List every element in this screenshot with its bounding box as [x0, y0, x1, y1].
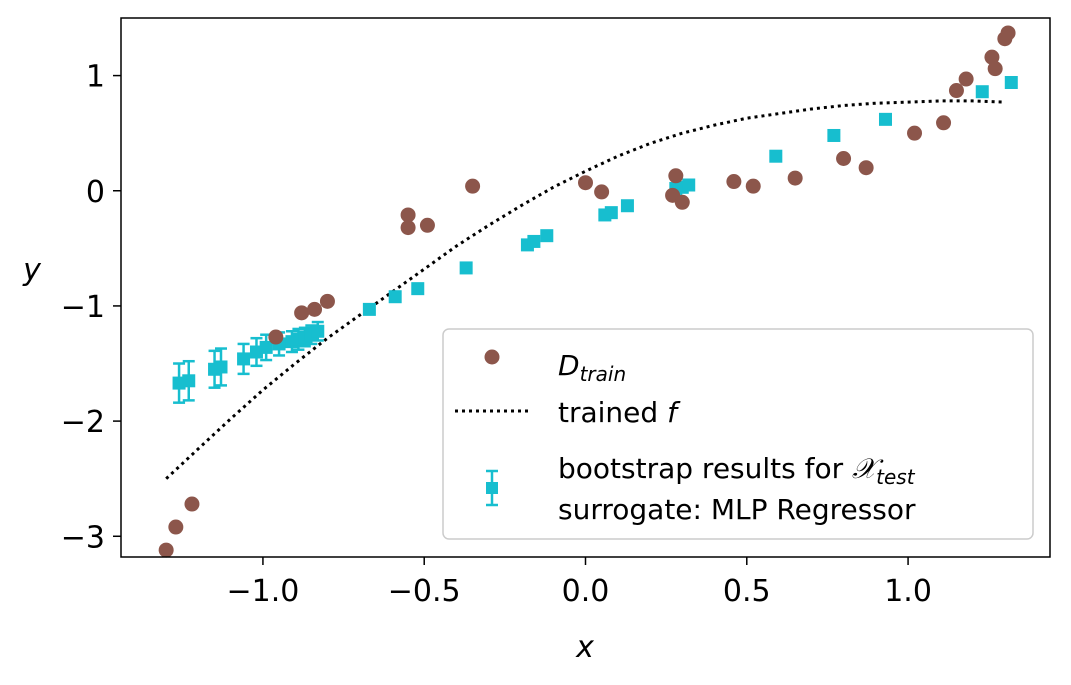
- y-tick-label: 0: [86, 175, 105, 210]
- train-point: [726, 174, 742, 190]
- x-tick-label: −0.5: [388, 574, 461, 609]
- bootstrap-point: [388, 290, 402, 304]
- y-axis: −3 −2 −1 0 1: [61, 60, 121, 555]
- x-tick-label: 0.0: [562, 574, 610, 609]
- train-point: [987, 61, 1003, 77]
- bootstrap-point: [172, 362, 186, 404]
- legend-label-train: Dtrain: [558, 349, 626, 386]
- train-point: [958, 71, 974, 87]
- legend-marker-bootstrap: [486, 469, 498, 507]
- train-point: [307, 301, 323, 317]
- legend-label-bootstrap: bootstrap results for 𝒳test: [558, 452, 916, 489]
- bootstrap-point: [214, 347, 228, 387]
- x-axis-label: x: [575, 630, 594, 665]
- train-point: [984, 49, 1000, 65]
- train-point: [907, 125, 923, 141]
- x-tick-label: 0.5: [723, 574, 771, 609]
- bootstrap-point: [311, 320, 325, 342]
- y-tick-label: −2: [61, 405, 105, 440]
- train-point: [158, 542, 174, 558]
- chart-marks: [158, 25, 1018, 558]
- bootstrap-point: [527, 234, 541, 248]
- y-tick-label: −1: [61, 290, 105, 325]
- train-point: [400, 220, 416, 236]
- train-point: [168, 519, 184, 535]
- y-axis-label: y: [22, 253, 42, 288]
- bootstrap-point: [975, 85, 989, 99]
- bootstrap-point: [827, 128, 841, 142]
- train-point: [268, 329, 284, 345]
- train-point: [674, 194, 690, 210]
- legend: Dtrain trained f bootstrap results for 𝒳…: [442, 328, 1034, 540]
- train-point: [319, 293, 335, 309]
- bootstrap-point: [411, 282, 425, 296]
- bootstrap-point: [259, 333, 273, 362]
- y-tick-label: −3: [61, 520, 105, 555]
- bootstrap-point: [620, 199, 634, 213]
- train-point: [184, 496, 200, 512]
- x-tick-label: −1.0: [227, 574, 300, 609]
- train-point: [1000, 25, 1016, 41]
- bootstrap-point: [459, 261, 473, 275]
- train-point: [936, 115, 952, 131]
- train-point: [745, 178, 761, 194]
- bootstrap-point: [1004, 75, 1018, 89]
- y-tick-label: 1: [86, 60, 105, 95]
- train-point: [578, 175, 593, 191]
- bootstrap-point: [362, 302, 376, 316]
- legend-label-trained-f: trained f: [558, 396, 681, 429]
- bootstrap-point: [604, 206, 618, 220]
- legend-box: [442, 328, 1034, 540]
- x-tick-label: 1.0: [884, 574, 932, 609]
- train-point: [465, 178, 481, 194]
- bootstrap-point: [540, 229, 554, 243]
- train-point: [594, 184, 610, 200]
- bootstrap-point: [878, 112, 892, 126]
- train-point: [668, 168, 684, 184]
- train-point: [294, 305, 310, 321]
- bootstrap-point: [237, 342, 251, 376]
- train-point: [858, 160, 874, 176]
- train-point: [948, 83, 964, 99]
- train-point: [787, 170, 803, 186]
- bootstrap-point: [182, 359, 196, 402]
- train-point: [836, 151, 852, 167]
- train-point: [419, 217, 435, 233]
- train-point: [400, 207, 416, 223]
- x-axis: −1.0 −0.5 0.0 0.5 1.0: [227, 557, 932, 609]
- legend-marker-train: [484, 349, 500, 365]
- legend-label-bootstrap-line2: surrogate: MLP Regressor: [558, 493, 916, 526]
- bootstrap-point: [682, 178, 696, 192]
- bootstrap-point: [769, 149, 783, 163]
